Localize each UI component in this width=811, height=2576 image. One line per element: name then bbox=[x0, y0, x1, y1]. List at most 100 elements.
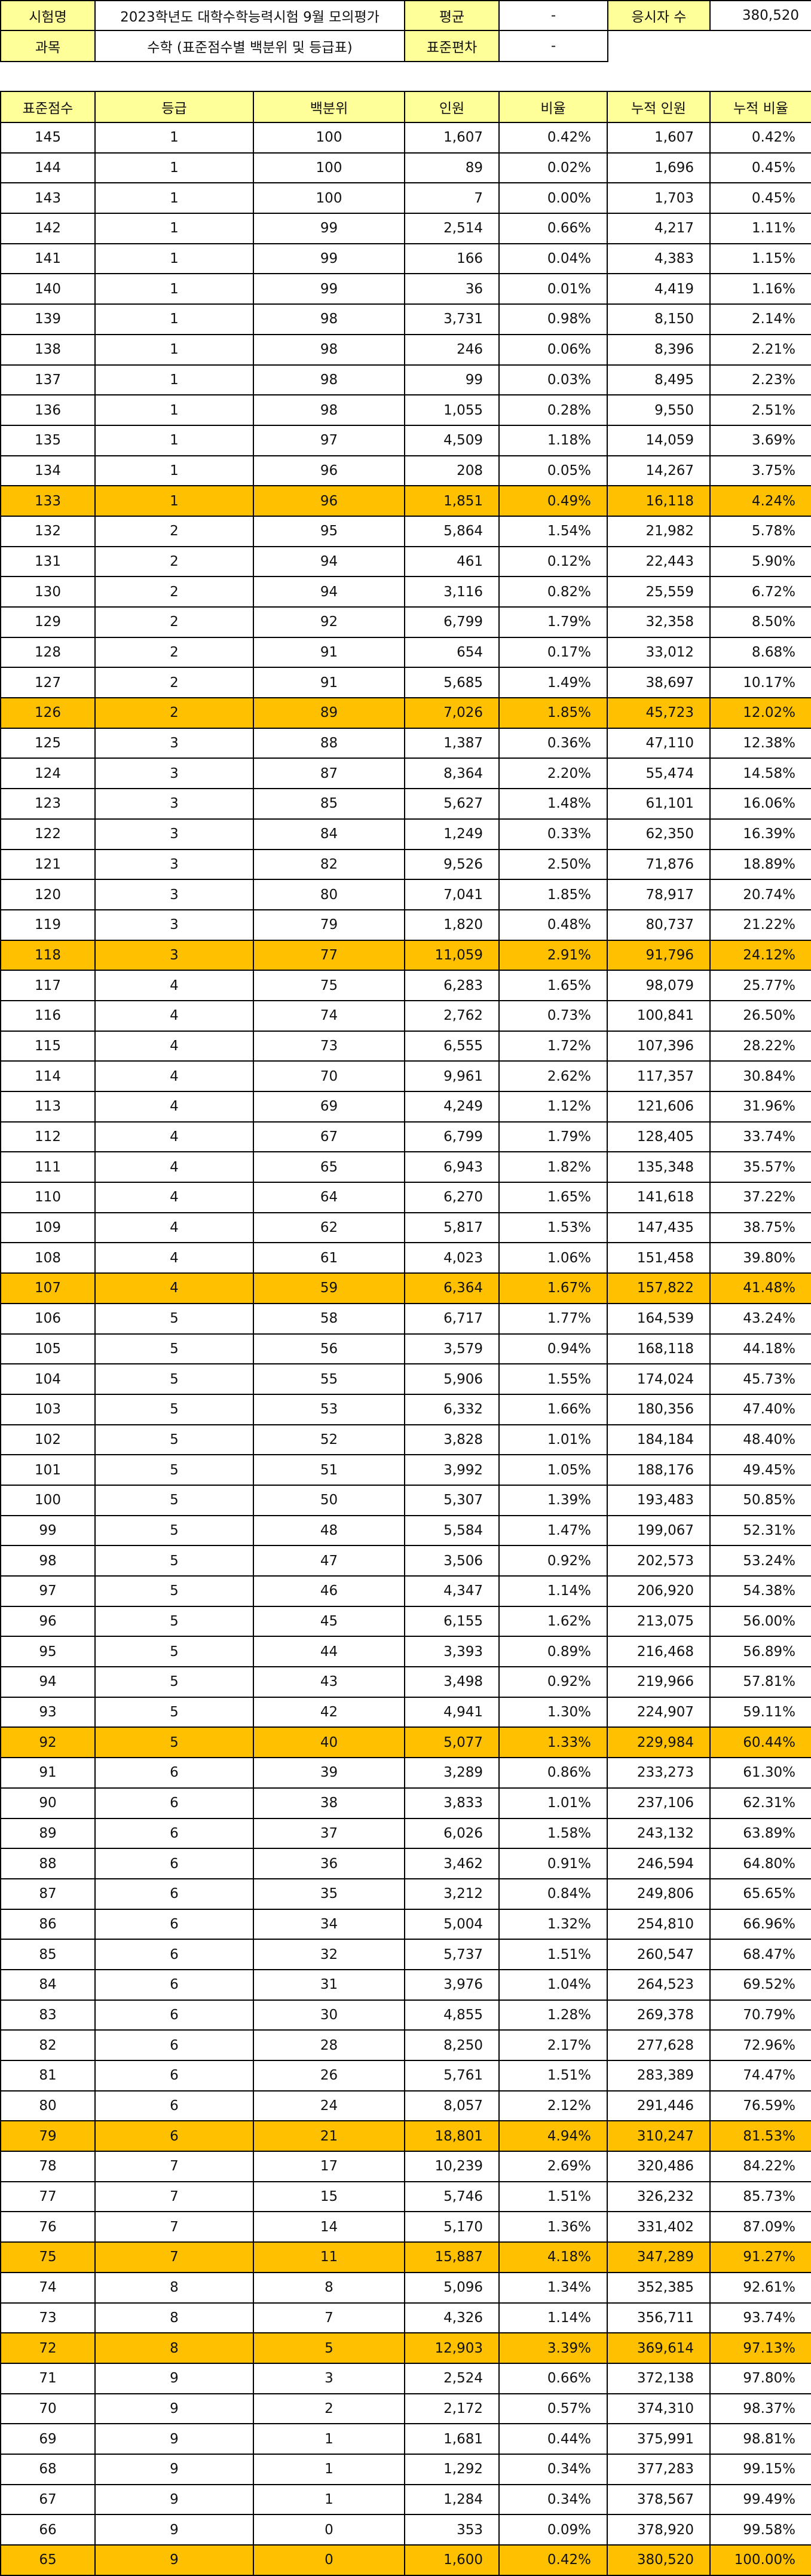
grade-cell[interactable]: 6 bbox=[94, 2090, 254, 2122]
ratio-cell[interactable]: 2.12% bbox=[498, 2090, 608, 2122]
cumulative-ratio-cell[interactable]: 57.81% bbox=[709, 1666, 811, 1698]
standard-score-cell[interactable]: 76 bbox=[0, 2211, 96, 2243]
count-cell[interactable]: 1,284 bbox=[404, 2483, 500, 2516]
grade-cell[interactable]: 6 bbox=[94, 1757, 254, 1789]
examinee-count-value[interactable]: 380,520 bbox=[709, 0, 811, 31]
ratio-cell[interactable]: 1.14% bbox=[498, 2302, 608, 2334]
ratio-cell[interactable]: 2.62% bbox=[498, 1060, 608, 1092]
cumulative-ratio-cell[interactable]: 25.77% bbox=[709, 970, 811, 1001]
count-cell[interactable]: 5,906 bbox=[404, 1363, 500, 1395]
cumulative-ratio-cell[interactable]: 21.22% bbox=[709, 909, 811, 941]
grade-cell[interactable]: 5 bbox=[94, 1636, 254, 1668]
grade-cell[interactable]: 6 bbox=[94, 1848, 254, 1879]
cumulative-ratio-cell[interactable]: 45.73% bbox=[709, 1363, 811, 1395]
grade-cell[interactable]: 7 bbox=[94, 2211, 254, 2243]
count-cell[interactable]: 5,864 bbox=[404, 515, 500, 547]
grade-cell[interactable]: 6 bbox=[94, 2120, 254, 2152]
count-cell[interactable]: 654 bbox=[404, 636, 500, 668]
cumulative-count-cell[interactable]: 202,573 bbox=[607, 1545, 711, 1577]
cumulative-count-cell[interactable]: 188,176 bbox=[607, 1454, 711, 1486]
grade-cell[interactable]: 3 bbox=[94, 848, 254, 881]
count-cell[interactable]: 3,289 bbox=[404, 1757, 500, 1789]
grade-cell[interactable]: 7 bbox=[94, 2151, 254, 2182]
standard-score-cell[interactable]: 110 bbox=[0, 1182, 96, 1213]
grade-cell[interactable]: 6 bbox=[94, 1908, 254, 1940]
count-cell[interactable]: 36 bbox=[404, 273, 500, 305]
standard-score-cell[interactable]: 77 bbox=[0, 2181, 96, 2213]
ratio-cell[interactable]: 1.85% bbox=[498, 697, 608, 729]
ratio-cell[interactable]: 1.18% bbox=[498, 424, 608, 456]
ratio-cell[interactable]: 1.67% bbox=[498, 1272, 608, 1304]
count-cell[interactable]: 246 bbox=[404, 333, 500, 366]
ratio-cell[interactable]: 1.51% bbox=[498, 1939, 608, 1970]
percentile-cell[interactable]: 97 bbox=[253, 424, 405, 456]
cumulative-count-cell[interactable]: 224,907 bbox=[607, 1696, 711, 1728]
grade-cell[interactable]: 1 bbox=[94, 364, 254, 396]
standard-score-cell[interactable]: 115 bbox=[0, 1030, 96, 1062]
cumulative-count-cell[interactable]: 320,486 bbox=[607, 2151, 711, 2182]
cumulative-count-cell[interactable]: 219,966 bbox=[607, 1666, 711, 1698]
cumulative-ratio-cell[interactable]: 16.39% bbox=[709, 818, 811, 850]
count-cell[interactable]: 6,270 bbox=[404, 1182, 500, 1213]
standard-score-cell[interactable]: 98 bbox=[0, 1545, 96, 1577]
cumulative-count-cell[interactable]: 206,920 bbox=[607, 1575, 711, 1607]
percentile-cell[interactable]: 80 bbox=[253, 879, 405, 910]
grade-cell[interactable]: 3 bbox=[94, 727, 254, 759]
percentile-cell[interactable]: 52 bbox=[253, 1424, 405, 1456]
ratio-cell[interactable]: 2.69% bbox=[498, 2151, 608, 2182]
count-cell[interactable]: 5,096 bbox=[404, 2271, 500, 2304]
cumulative-ratio-cell[interactable]: 56.00% bbox=[709, 1605, 811, 1637]
cumulative-ratio-cell[interactable]: 98.37% bbox=[709, 2393, 811, 2425]
header-ratio[interactable]: 비율 bbox=[498, 91, 608, 123]
cumulative-ratio-cell[interactable]: 62.31% bbox=[709, 1787, 811, 1819]
grade-cell[interactable]: 3 bbox=[94, 909, 254, 941]
standard-score-cell[interactable]: 105 bbox=[0, 1333, 96, 1365]
ratio-cell[interactable]: 1.53% bbox=[498, 1212, 608, 1244]
standard-score-cell[interactable]: 121 bbox=[0, 848, 96, 881]
percentile-cell[interactable]: 88 bbox=[253, 727, 405, 759]
standard-score-cell[interactable]: 97 bbox=[0, 1575, 96, 1607]
standard-score-cell[interactable]: 68 bbox=[0, 2453, 96, 2485]
ratio-cell[interactable]: 1.79% bbox=[498, 606, 608, 638]
count-cell[interactable]: 3,992 bbox=[404, 1454, 500, 1486]
standard-score-cell[interactable]: 79 bbox=[0, 2120, 96, 2152]
standard-score-cell[interactable]: 135 bbox=[0, 424, 96, 456]
grade-cell[interactable]: 4 bbox=[94, 1121, 254, 1153]
count-cell[interactable]: 3,579 bbox=[404, 1333, 500, 1365]
ratio-cell[interactable]: 1.48% bbox=[498, 788, 608, 820]
count-cell[interactable]: 5,746 bbox=[404, 2181, 500, 2213]
cumulative-ratio-cell[interactable]: 52.31% bbox=[709, 1514, 811, 1547]
ratio-cell[interactable]: 0.03% bbox=[498, 364, 608, 396]
ratio-cell[interactable]: 1.28% bbox=[498, 1999, 608, 2031]
count-cell[interactable]: 6,283 bbox=[404, 970, 500, 1001]
grade-cell[interactable]: 1 bbox=[94, 333, 254, 366]
grade-cell[interactable]: 5 bbox=[94, 1514, 254, 1547]
cumulative-ratio-cell[interactable]: 81.53% bbox=[709, 2120, 811, 2152]
count-cell[interactable]: 3,506 bbox=[404, 1545, 500, 1577]
cumulative-ratio-cell[interactable]: 28.22% bbox=[709, 1030, 811, 1062]
cumulative-ratio-cell[interactable]: 50.85% bbox=[709, 1484, 811, 1516]
subject-value[interactable]: 수학 (표준점수별 백분위 및 등급표) bbox=[94, 30, 405, 62]
standard-score-cell[interactable]: 131 bbox=[0, 545, 96, 578]
percentile-cell[interactable]: 61 bbox=[253, 1242, 405, 1274]
grade-cell[interactable]: 3 bbox=[94, 939, 254, 971]
cumulative-ratio-cell[interactable]: 18.89% bbox=[709, 848, 811, 881]
cumulative-count-cell[interactable]: 147,435 bbox=[607, 1212, 711, 1244]
cumulative-count-cell[interactable]: 151,458 bbox=[607, 1242, 711, 1274]
ratio-cell[interactable]: 0.66% bbox=[498, 213, 608, 244]
percentile-cell[interactable]: 21 bbox=[253, 2120, 405, 2152]
ratio-cell[interactable]: 3.39% bbox=[498, 2332, 608, 2364]
cumulative-count-cell[interactable]: 45,723 bbox=[607, 697, 711, 729]
grade-cell[interactable]: 5 bbox=[94, 1393, 254, 1425]
percentile-cell[interactable]: 42 bbox=[253, 1696, 405, 1728]
percentile-cell[interactable]: 62 bbox=[253, 1212, 405, 1244]
count-cell[interactable]: 5,737 bbox=[404, 1939, 500, 1970]
standard-score-cell[interactable]: 108 bbox=[0, 1242, 96, 1274]
percentile-cell[interactable]: 15 bbox=[253, 2181, 405, 2213]
cumulative-count-cell[interactable]: 277,628 bbox=[607, 2029, 711, 2061]
ratio-cell[interactable]: 1.06% bbox=[498, 1242, 608, 1274]
grade-cell[interactable]: 9 bbox=[94, 2423, 254, 2455]
cumulative-count-cell[interactable]: 9,550 bbox=[607, 394, 711, 426]
standard-score-cell[interactable]: 102 bbox=[0, 1424, 96, 1456]
percentile-cell[interactable]: 91 bbox=[253, 667, 405, 699]
